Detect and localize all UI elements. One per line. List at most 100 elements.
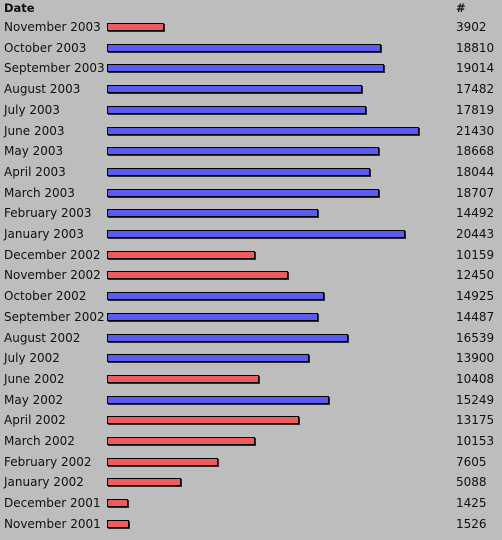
chart-row: November 2001 1526 [0, 514, 502, 535]
bar [107, 85, 362, 94]
bar [107, 271, 288, 280]
category-label: March 2003 [4, 185, 75, 200]
category-label: February 2003 [4, 206, 92, 221]
data-label: 14487 [456, 309, 495, 324]
bar [107, 167, 370, 176]
chart-row: October 2002 14925 [0, 286, 502, 307]
bar [107, 333, 348, 342]
bar [107, 43, 381, 52]
chart-row: June 2002 10408 [0, 369, 502, 390]
category-label: October 2002 [4, 289, 87, 304]
chart-row: January 2003 20443 [0, 224, 502, 245]
category-label: April 2002 [4, 413, 66, 428]
category-label: April 2003 [4, 164, 66, 179]
data-label: 1425 [456, 496, 487, 511]
chart-row: August 2003 17482 [0, 79, 502, 100]
chart-row: August 2002 16539 [0, 328, 502, 349]
category-label: June 2003 [4, 123, 65, 138]
bar [107, 230, 405, 238]
category-label: August 2002 [4, 330, 81, 345]
category-label: December 2001 [4, 496, 101, 511]
chart-row: December 2002 10159 [0, 245, 502, 266]
bar [107, 312, 318, 321]
data-label: 7605 [456, 454, 487, 469]
category-label: January 2002 [4, 475, 84, 490]
data-label: 20443 [456, 227, 495, 241]
bar [107, 374, 259, 383]
bar [107, 209, 318, 218]
category-label: November 2002 [4, 268, 101, 283]
count-column-header: # [456, 1, 466, 15]
data-label: 14492 [456, 206, 495, 221]
data-label: 12450 [456, 268, 495, 283]
data-label: 1526 [456, 516, 487, 531]
chart-row: September 2003 19014 [0, 58, 502, 79]
category-label: May 2002 [4, 392, 64, 407]
bar [107, 478, 181, 487]
bar [107, 519, 129, 528]
category-label: January 2003 [4, 227, 84, 241]
category-label: March 2002 [4, 434, 75, 448]
chart-row: February 2002 7605 [0, 452, 502, 473]
chart-row: February 2003 14492 [0, 203, 502, 224]
bar [107, 395, 329, 404]
chart-row: March 2002 10153 [0, 431, 502, 452]
category-label: February 2002 [4, 454, 92, 469]
data-label: 16539 [456, 330, 495, 345]
chart-row: May 2003 18668 [0, 141, 502, 162]
bar [107, 147, 379, 156]
category-label: July 2002 [4, 351, 60, 366]
chart-row: May 2002 15249 [0, 390, 502, 411]
data-label: 10159 [456, 247, 495, 262]
chart-row: April 2002 13175 [0, 410, 502, 431]
data-label: 14925 [456, 289, 495, 304]
category-label: September 2002 [4, 309, 105, 324]
date-column-header: Date [4, 1, 35, 15]
data-label: 18707 [456, 185, 495, 200]
data-label: 18668 [456, 144, 495, 159]
data-label: 10408 [456, 371, 495, 386]
category-label: November 2003 [4, 20, 101, 34]
bar [107, 105, 366, 114]
data-label: 13900 [456, 351, 495, 366]
bar [107, 457, 218, 466]
category-label: May 2003 [4, 144, 64, 159]
bar [107, 499, 128, 508]
chart-row: November 2002 12450 [0, 265, 502, 286]
chart-row: April 2003 18044 [0, 162, 502, 183]
chart-row: July 2003 17819 [0, 100, 502, 121]
bar [107, 64, 384, 73]
data-label: 18810 [456, 40, 495, 55]
bar [107, 126, 419, 135]
data-label: 17482 [456, 82, 495, 97]
bar [107, 292, 324, 301]
chart-row: January 2002 5088 [0, 472, 502, 493]
chart-row: July 2002 13900 [0, 348, 502, 369]
bar [107, 188, 379, 197]
chart-row: June 2003 21430 [0, 121, 502, 142]
category-label: October 2003 [4, 40, 87, 55]
data-label: 21430 [456, 123, 495, 138]
chart-row: March 2003 18707 [0, 183, 502, 204]
data-label: 5088 [456, 475, 487, 490]
chart-row: December 2001 1425 [0, 493, 502, 514]
category-label: June 2002 [4, 371, 65, 386]
data-label: 15249 [456, 392, 495, 407]
data-label: 19014 [456, 61, 495, 76]
chart-row: November 2003 3902 [0, 17, 502, 38]
bar [107, 437, 255, 445]
chart-row: September 2002 14487 [0, 307, 502, 328]
data-label: 10153 [456, 434, 495, 448]
data-label: 17819 [456, 102, 495, 117]
data-label: 18044 [456, 164, 495, 179]
chart-row: October 2003 18810 [0, 38, 502, 59]
bar [107, 250, 255, 259]
category-label: November 2001 [4, 516, 101, 531]
bar [107, 354, 309, 363]
category-label: December 2002 [4, 247, 101, 262]
category-label: September 2003 [4, 61, 105, 76]
category-label: August 2003 [4, 82, 81, 97]
bar [107, 416, 299, 425]
data-label: 3902 [456, 20, 487, 34]
